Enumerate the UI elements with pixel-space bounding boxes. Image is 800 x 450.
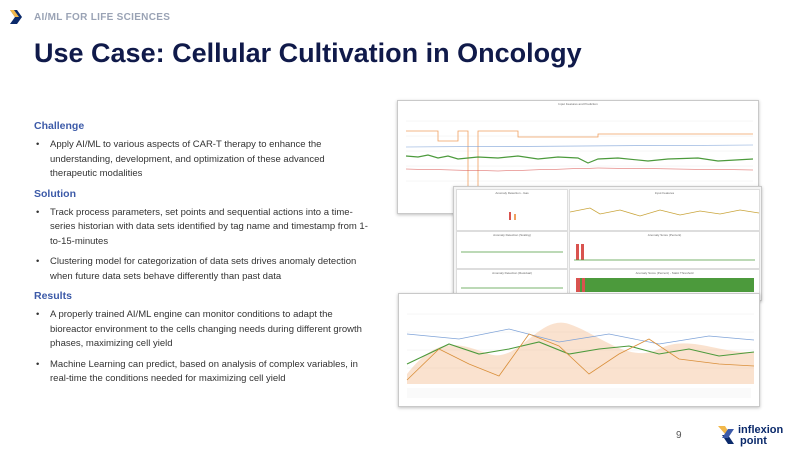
bullet-item: A properly trained AI/ML engine can moni… xyxy=(34,308,374,352)
panel-input-features: Input Features xyxy=(569,189,760,231)
panel-anomaly-score: Anomaly Score (Percent) xyxy=(569,231,760,269)
panel-anomaly-gas: Anomaly Detection - Gas xyxy=(456,189,568,231)
dashboard-screenshot-predictions xyxy=(398,293,760,407)
panel-title: Input Features xyxy=(654,191,675,195)
brand-name-line2: point xyxy=(740,435,767,447)
panel-title: Anomaly Score (Percent) - Static Thresho… xyxy=(635,271,694,275)
page-title: Use Case: Cellular Cultivation in Oncolo… xyxy=(34,38,582,68)
section-kicker: AI/ML FOR LIFE SCIENCES xyxy=(34,12,171,23)
panel-title: Anomaly Detection (Scaling) xyxy=(493,233,531,237)
bullet-item: Apply AI/ML to various aspects of CAR-T … xyxy=(34,138,374,182)
brand-mark-icon xyxy=(718,426,734,444)
section-heading-challenge: Challenge xyxy=(34,120,85,132)
page-number: 9 xyxy=(676,430,682,441)
brand-name-line1: inflexion xyxy=(738,424,784,436)
panel-title: Anomaly Score (Percent) xyxy=(647,233,682,237)
bullet-item: Track process parameters, set points and… xyxy=(34,206,374,250)
panel-title: Anomaly Detection (Residual) xyxy=(492,271,532,275)
section-heading-solution: Solution xyxy=(34,187,76,200)
logo-chevron-icon xyxy=(10,10,22,24)
area-chart-graphic xyxy=(406,313,755,398)
panel-title: Anomaly Detection - Gas xyxy=(495,191,529,195)
section-heading-results: Results xyxy=(34,290,72,302)
dashboard-screenshot-anomaly-detection: Anomaly Detection - Gas Input Features A… xyxy=(453,186,762,301)
panel-anomaly-scaling: Anomaly Detection (Scaling) xyxy=(456,231,568,269)
content-column: Challenge Apply AI/ML to various aspects… xyxy=(34,120,374,393)
bullet-item: Clustering model for categorization of d… xyxy=(34,255,374,284)
bullet-item: Machine Learning can predict, based on a… xyxy=(34,358,374,387)
screenshot-title: Input Features and Prediction xyxy=(558,102,598,106)
